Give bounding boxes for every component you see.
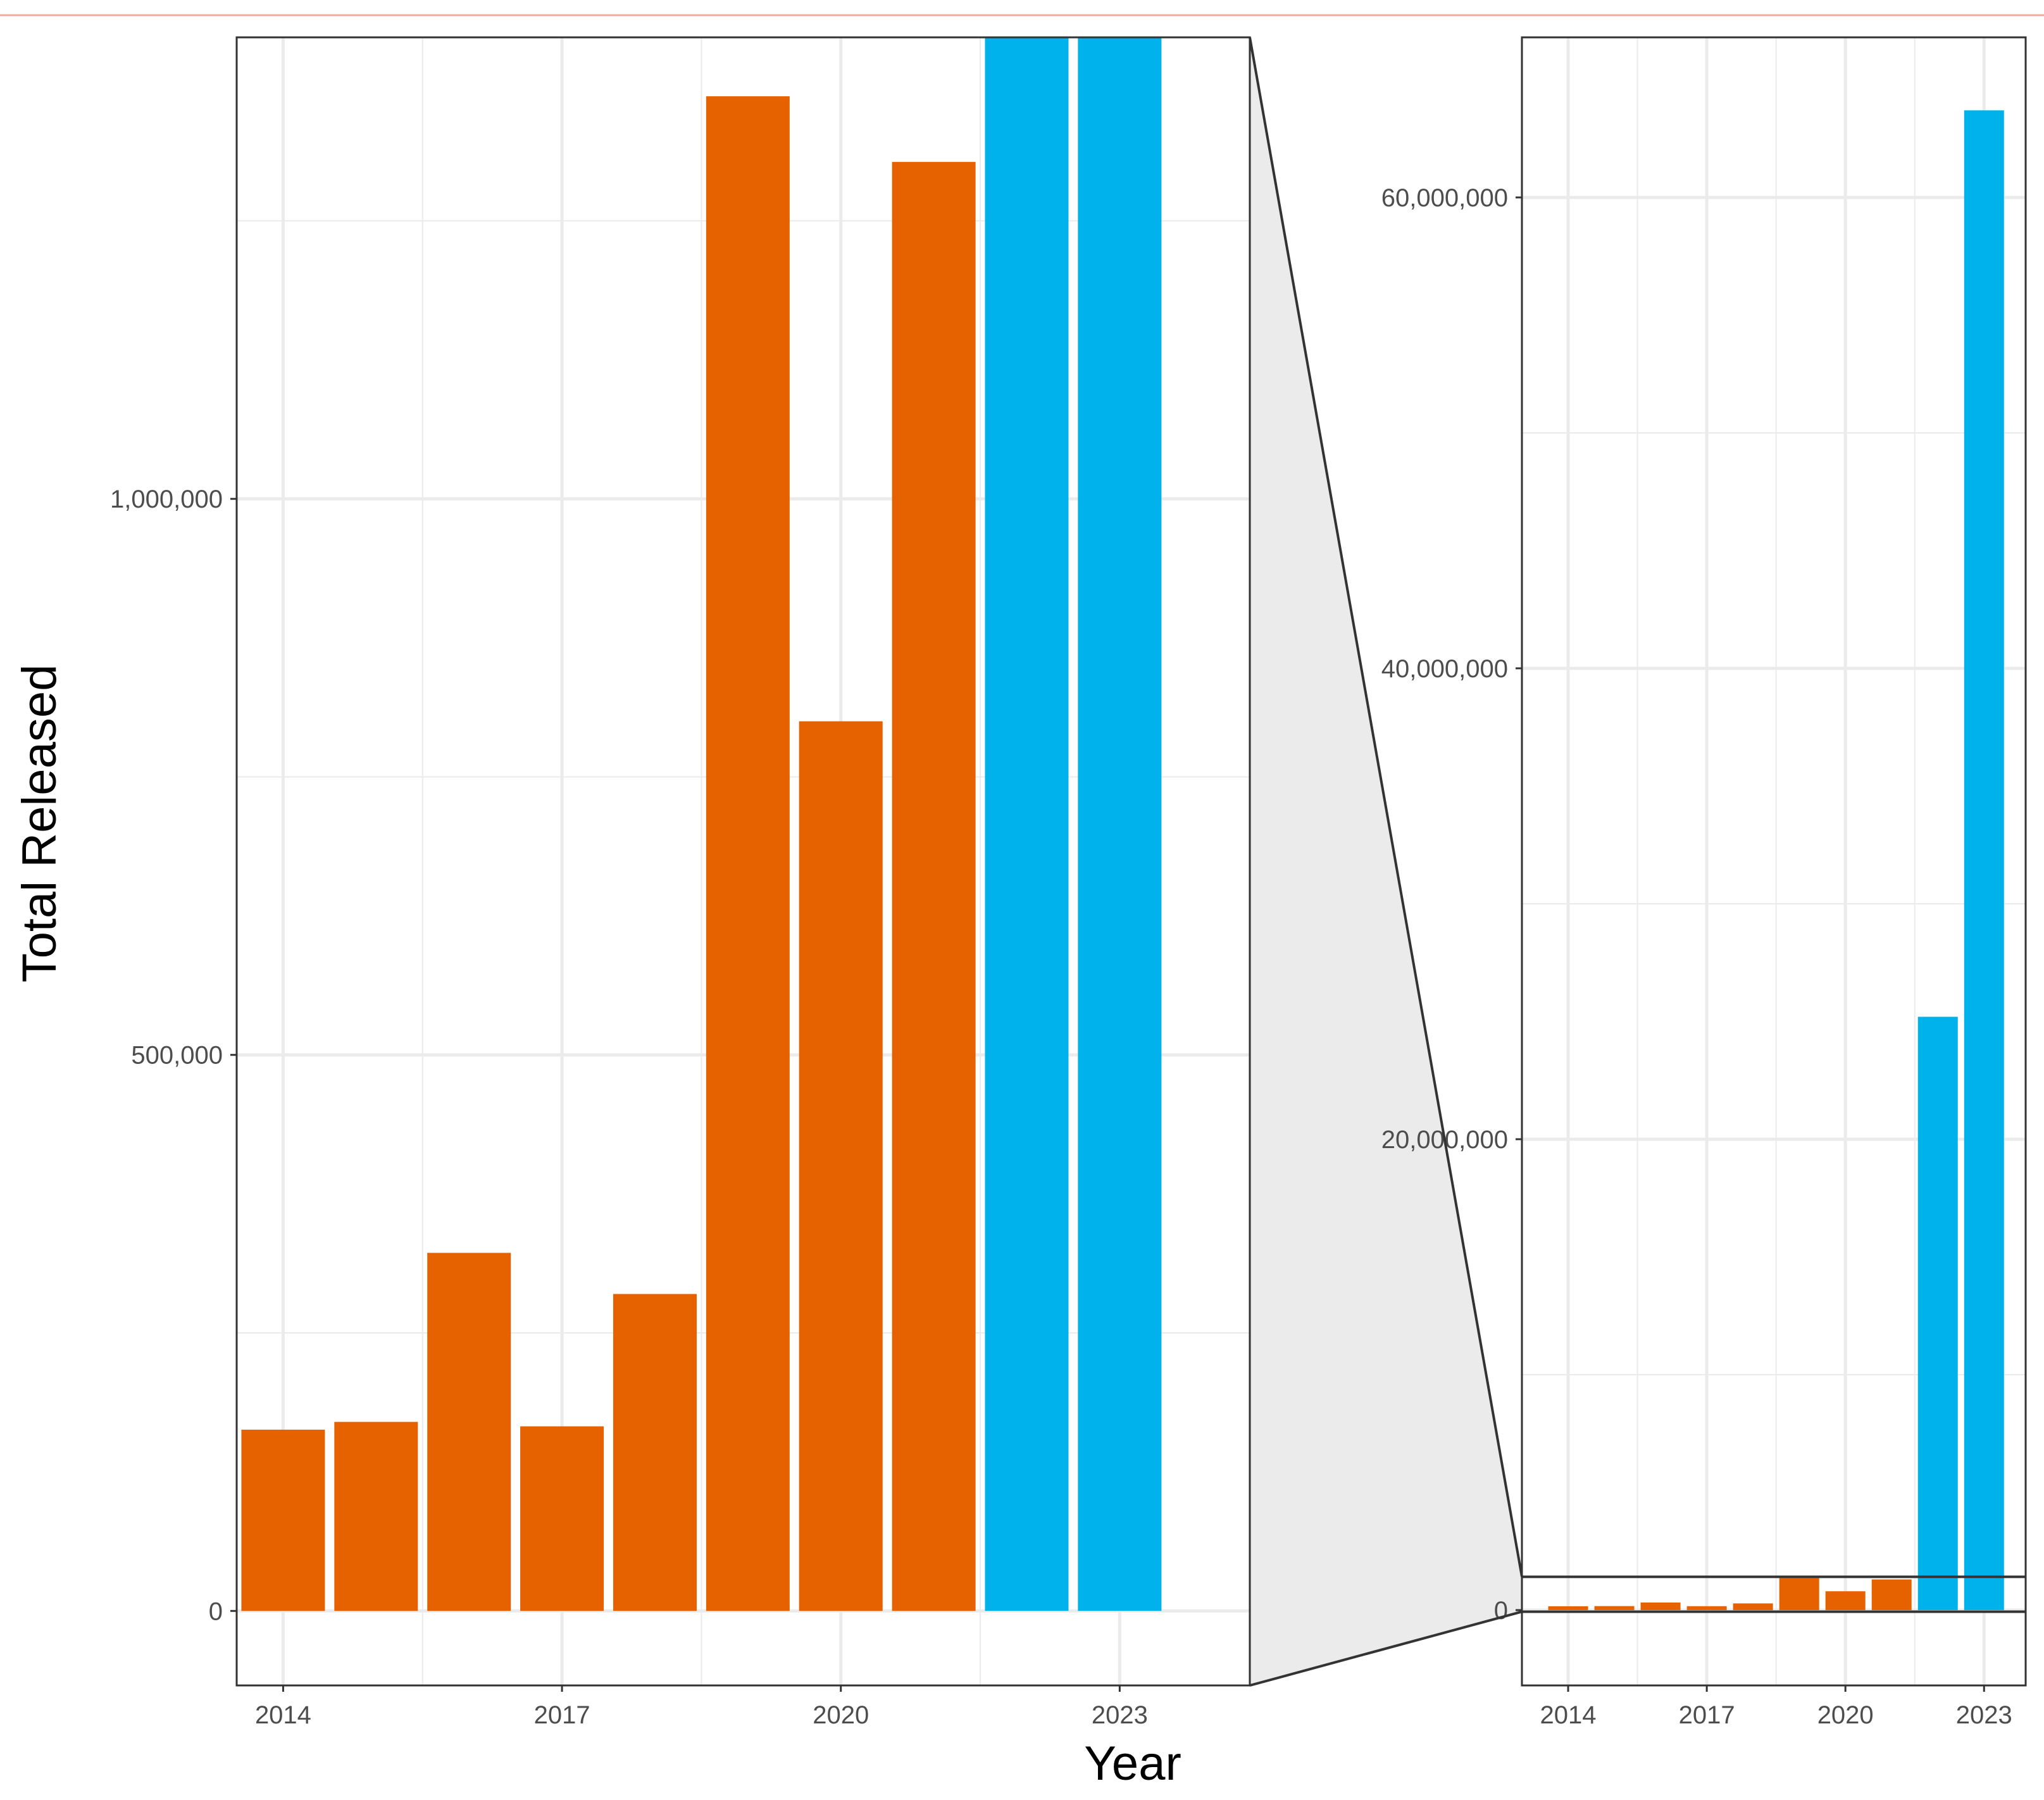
y-tick-label: 0	[209, 1597, 223, 1625]
x-tick-label: 2020	[813, 1701, 869, 1729]
y-tick-label: 1,000,000	[110, 485, 223, 513]
panel-border	[235, 36, 1251, 1687]
bar-2021	[1871, 1579, 1912, 1610]
bar-2021	[892, 161, 976, 1611]
bar-2018	[613, 1294, 697, 1611]
bar-2017	[520, 1426, 604, 1611]
zoom-connector	[1250, 37, 1522, 1685]
y-tick-label: 500,000	[131, 1042, 223, 1070]
bar-2020	[1825, 1591, 1866, 1610]
x-tick-label: 2014	[255, 1701, 311, 1729]
bar-2015	[1594, 1606, 1635, 1610]
y-tick-label: 0	[1494, 1597, 1508, 1625]
bars	[1548, 110, 2004, 1610]
x-tick-label: 2017	[1679, 1701, 1735, 1729]
x-tick-label: 2023	[1092, 1701, 1148, 1729]
bar-2022	[985, 37, 1069, 1611]
x-tick-label: 2020	[1817, 1701, 1874, 1729]
x-tick-label: 2017	[534, 1701, 590, 1729]
y-tick-label: 40,000,000	[1381, 655, 1508, 683]
y-tick-label: 60,000,000	[1381, 184, 1508, 212]
bar-2023	[1964, 110, 2004, 1610]
connector-line-bottom	[1249, 1610, 1523, 1687]
x-tick-label: 2014	[1540, 1701, 1597, 1729]
bar-2022	[1917, 1016, 1958, 1610]
bar-2016	[427, 1253, 511, 1611]
full-panel: 020,000,00040,000,00060,000,000201420172…	[1381, 36, 2027, 1729]
zoom-connector-lines	[1249, 37, 2026, 1687]
bar-2023	[1078, 37, 1162, 1611]
bar-2017	[1686, 1606, 1727, 1610]
bars	[241, 37, 1162, 1611]
panel-border	[1521, 36, 2027, 1687]
bar-2019	[706, 96, 790, 1611]
bar-2020	[799, 721, 883, 1611]
bar-2014	[1548, 1606, 1588, 1610]
bar-2018	[1733, 1603, 1773, 1610]
x-axis-title: Year	[1084, 1737, 1181, 1791]
bar-2014	[241, 1429, 325, 1611]
bar-2019	[1779, 1578, 1819, 1610]
x-tick-label: 2023	[1956, 1701, 2012, 1729]
connector-line-top	[1249, 37, 1523, 1577]
bar-2015	[334, 1422, 418, 1611]
bar-2016	[1640, 1602, 1681, 1610]
y-axis-title: Total Released	[13, 665, 66, 983]
zoomed-panel: 0 500,000 1,000,000 2014 2017 2020 2023	[110, 36, 1251, 1729]
